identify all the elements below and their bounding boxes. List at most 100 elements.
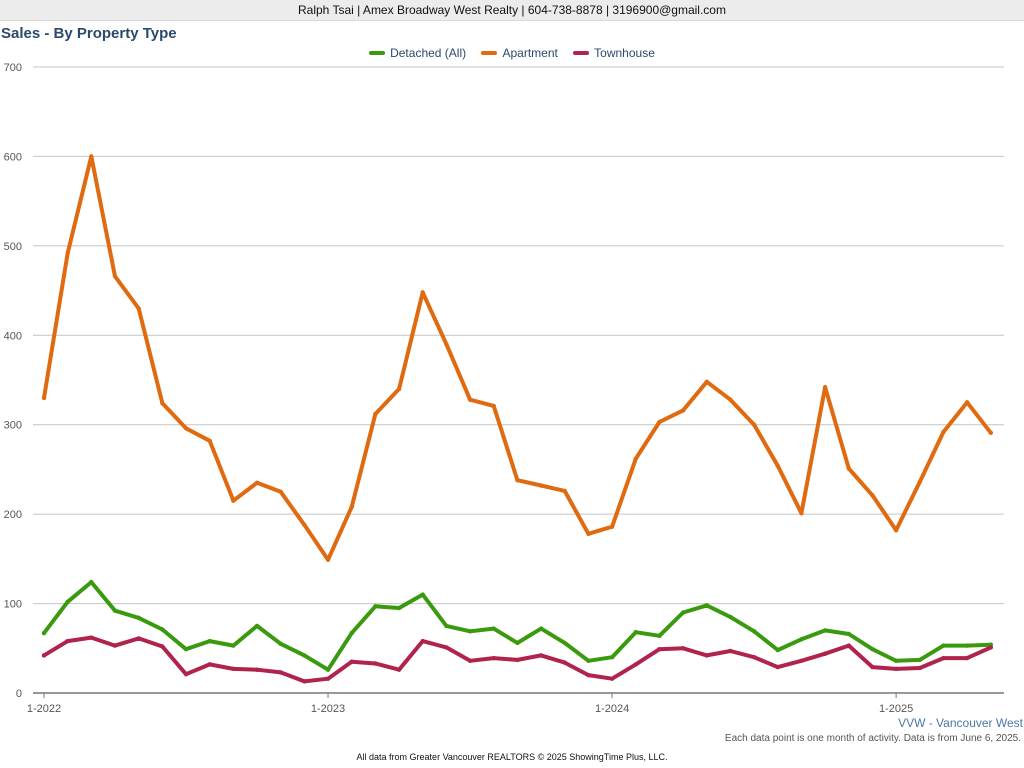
data-point[interactable]: [657, 633, 662, 638]
data-point[interactable]: [751, 422, 757, 427]
data-point[interactable]: [893, 666, 899, 672]
data-point[interactable]: [799, 658, 804, 664]
data-point[interactable]: [799, 511, 804, 516]
data-point[interactable]: [231, 643, 236, 648]
data-point[interactable]: [160, 627, 165, 632]
data-point[interactable]: [420, 592, 425, 597]
data-point[interactable]: [680, 610, 686, 615]
data-point[interactable]: [136, 306, 141, 311]
data-point[interactable]: [207, 662, 212, 667]
data-point[interactable]: [302, 522, 307, 528]
data-point[interactable]: [704, 603, 709, 608]
data-point[interactable]: [846, 643, 851, 648]
data-point[interactable]: [89, 154, 94, 159]
data-point[interactable]: [586, 658, 591, 664]
data-point[interactable]: [917, 479, 922, 485]
data-point[interactable]: [515, 657, 520, 663]
data-point[interactable]: [491, 403, 496, 409]
data-point[interactable]: [254, 480, 260, 486]
data-point[interactable]: [278, 670, 283, 675]
data-point[interactable]: [799, 637, 804, 642]
data-point[interactable]: [988, 645, 993, 650]
data-point[interactable]: [657, 419, 662, 425]
data-point[interactable]: [302, 653, 307, 658]
series-line-apartment[interactable]: [42, 154, 993, 562]
data-point[interactable]: [870, 493, 875, 498]
data-point[interactable]: [160, 401, 165, 406]
data-point[interactable]: [467, 629, 473, 634]
data-point[interactable]: [396, 386, 402, 392]
data-point[interactable]: [325, 676, 331, 681]
data-point[interactable]: [822, 628, 828, 633]
data-point[interactable]: [349, 504, 354, 510]
data-point[interactable]: [633, 629, 638, 635]
data-point[interactable]: [444, 342, 449, 347]
data-point[interactable]: [41, 630, 47, 636]
data-point[interactable]: [160, 644, 165, 649]
data-point[interactable]: [89, 579, 94, 585]
data-point[interactable]: [775, 463, 780, 469]
data-point[interactable]: [112, 274, 118, 279]
data-point[interactable]: [373, 604, 378, 609]
data-point[interactable]: [515, 640, 520, 646]
data-point[interactable]: [775, 664, 780, 670]
data-point[interactable]: [491, 655, 496, 661]
data-point[interactable]: [89, 635, 94, 640]
data-point[interactable]: [822, 651, 828, 656]
data-point[interactable]: [278, 641, 283, 647]
data-point[interactable]: [538, 626, 544, 631]
data-point[interactable]: [822, 384, 828, 390]
data-point[interactable]: [136, 636, 141, 641]
data-point[interactable]: [870, 664, 875, 670]
data-point[interactable]: [538, 653, 544, 658]
data-point[interactable]: [65, 599, 70, 604]
data-point[interactable]: [207, 438, 212, 444]
data-point[interactable]: [278, 489, 283, 494]
data-point[interactable]: [444, 623, 449, 629]
data-point[interactable]: [751, 655, 757, 660]
data-point[interactable]: [633, 662, 638, 667]
data-point[interactable]: [917, 665, 922, 671]
data-point[interactable]: [373, 661, 378, 666]
data-point[interactable]: [893, 658, 899, 664]
data-point[interactable]: [65, 250, 70, 256]
data-point[interactable]: [112, 643, 118, 648]
data-point[interactable]: [680, 646, 686, 651]
data-point[interactable]: [231, 666, 236, 672]
data-point[interactable]: [775, 647, 780, 653]
data-point[interactable]: [562, 640, 567, 646]
data-point[interactable]: [349, 659, 354, 664]
data-point[interactable]: [609, 655, 615, 660]
legend-item-townhouse[interactable]: Townhouse: [573, 46, 655, 60]
data-point[interactable]: [941, 655, 946, 661]
data-point[interactable]: [751, 629, 757, 634]
data-point[interactable]: [136, 615, 141, 621]
data-point[interactable]: [964, 655, 970, 661]
data-point[interactable]: [41, 653, 47, 658]
data-point[interactable]: [917, 657, 922, 663]
data-point[interactable]: [586, 672, 591, 678]
data-point[interactable]: [467, 397, 473, 402]
data-point[interactable]: [183, 646, 189, 652]
data-point[interactable]: [467, 658, 473, 664]
data-point[interactable]: [988, 430, 993, 435]
data-point[interactable]: [657, 646, 662, 652]
data-point[interactable]: [325, 667, 331, 672]
legend-item-detached[interactable]: Detached (All): [369, 46, 466, 60]
data-point[interactable]: [964, 400, 970, 405]
data-point[interactable]: [41, 395, 47, 401]
data-point[interactable]: [491, 626, 496, 631]
series-line-detached-all[interactable]: [42, 580, 993, 672]
data-point[interactable]: [586, 531, 591, 537]
data-point[interactable]: [254, 667, 260, 672]
data-point[interactable]: [893, 528, 899, 533]
data-point[interactable]: [112, 608, 118, 613]
data-point[interactable]: [420, 290, 425, 295]
data-point[interactable]: [941, 429, 946, 435]
data-point[interactable]: [562, 488, 567, 494]
data-point[interactable]: [609, 676, 615, 681]
data-point[interactable]: [562, 660, 567, 665]
data-point[interactable]: [396, 605, 402, 611]
data-point[interactable]: [964, 643, 970, 648]
data-point[interactable]: [941, 643, 946, 648]
